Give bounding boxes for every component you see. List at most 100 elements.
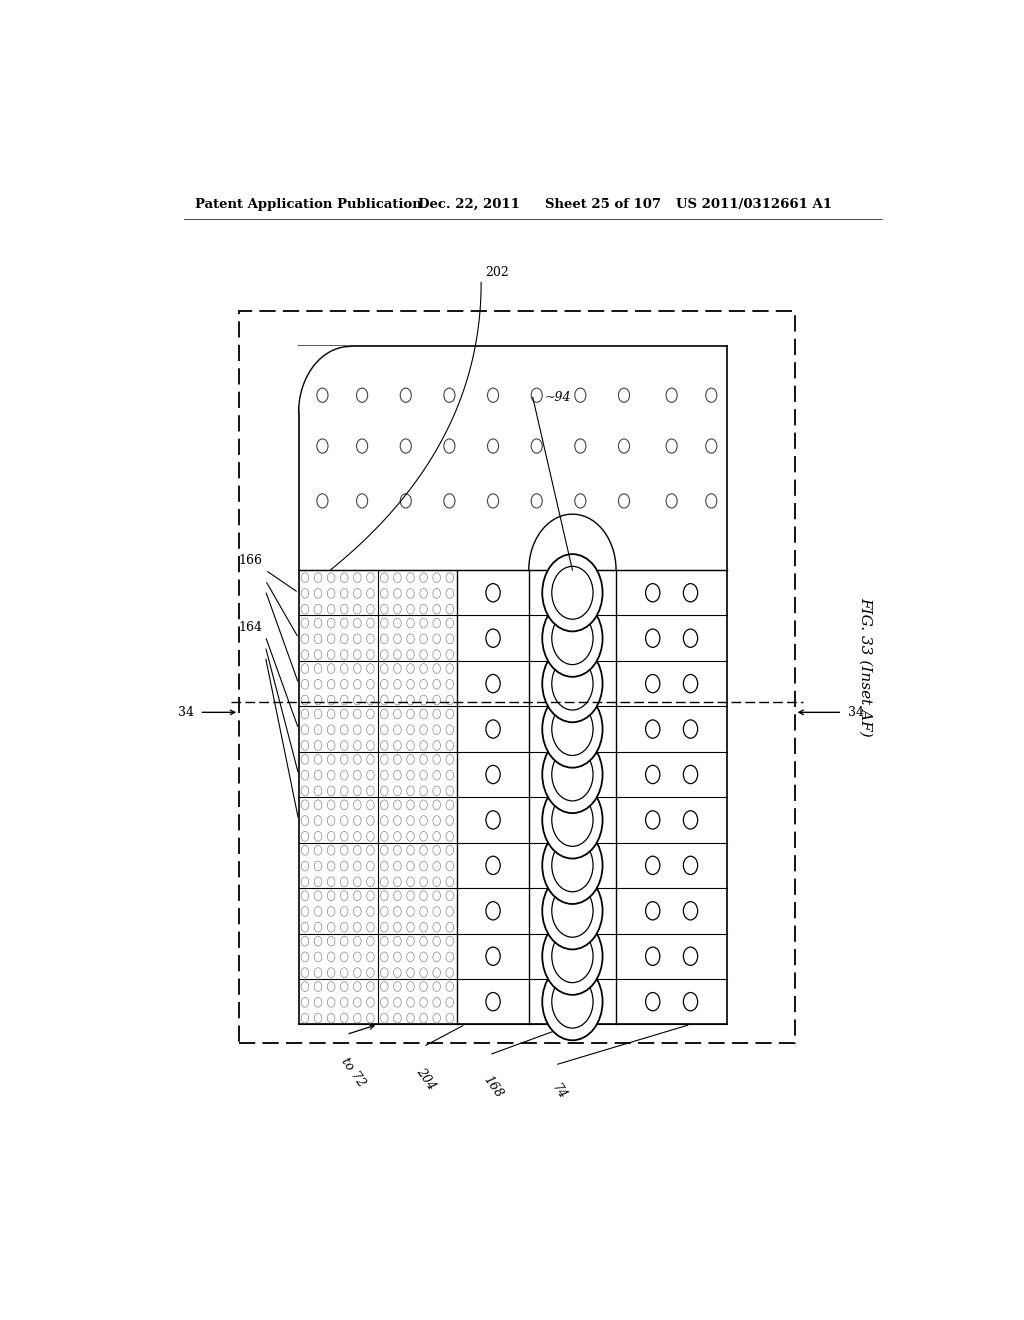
Circle shape: [645, 675, 659, 693]
Circle shape: [683, 675, 697, 693]
Circle shape: [381, 785, 388, 796]
Circle shape: [314, 982, 322, 991]
Circle shape: [381, 618, 388, 628]
Circle shape: [314, 741, 322, 750]
Circle shape: [433, 573, 440, 582]
Circle shape: [353, 998, 361, 1007]
Circle shape: [407, 771, 415, 780]
Polygon shape: [299, 346, 350, 412]
Circle shape: [314, 952, 322, 962]
Circle shape: [367, 618, 374, 628]
Circle shape: [486, 719, 500, 738]
Circle shape: [314, 936, 322, 946]
Circle shape: [367, 861, 374, 871]
Circle shape: [367, 696, 374, 705]
Circle shape: [328, 741, 335, 750]
Circle shape: [420, 861, 427, 871]
Circle shape: [487, 494, 499, 508]
Circle shape: [433, 891, 440, 900]
Circle shape: [645, 583, 659, 602]
Circle shape: [574, 440, 586, 453]
Circle shape: [381, 952, 388, 962]
Circle shape: [407, 573, 415, 582]
Circle shape: [301, 832, 309, 841]
Circle shape: [618, 494, 630, 508]
Circle shape: [316, 494, 328, 508]
Circle shape: [353, 907, 361, 916]
Circle shape: [645, 810, 659, 829]
Circle shape: [328, 755, 335, 764]
Circle shape: [367, 923, 374, 932]
Circle shape: [328, 664, 335, 673]
Circle shape: [433, 800, 440, 809]
Circle shape: [340, 832, 348, 841]
Circle shape: [381, 605, 388, 614]
Circle shape: [552, 975, 593, 1028]
Circle shape: [420, 982, 427, 991]
Circle shape: [353, 649, 361, 660]
Circle shape: [683, 810, 697, 829]
Circle shape: [367, 891, 374, 900]
Circle shape: [381, 982, 388, 991]
Circle shape: [353, 725, 361, 735]
Circle shape: [328, 771, 335, 780]
Circle shape: [301, 936, 309, 946]
Text: Sheet 25 of 107: Sheet 25 of 107: [545, 198, 660, 211]
Circle shape: [420, 845, 427, 855]
Circle shape: [328, 785, 335, 796]
Circle shape: [353, 605, 361, 614]
Circle shape: [420, 936, 427, 946]
Circle shape: [446, 573, 454, 582]
Text: 168: 168: [481, 1073, 506, 1101]
Circle shape: [446, 696, 454, 705]
Text: 166: 166: [239, 554, 263, 568]
Circle shape: [314, 845, 322, 855]
Circle shape: [543, 781, 602, 858]
Circle shape: [666, 494, 677, 508]
Circle shape: [301, 968, 309, 978]
Circle shape: [340, 845, 348, 855]
Circle shape: [407, 755, 415, 764]
Circle shape: [353, 1014, 361, 1023]
Text: to 72: to 72: [338, 1055, 368, 1089]
Circle shape: [340, 755, 348, 764]
Circle shape: [446, 1014, 454, 1023]
Circle shape: [407, 832, 415, 841]
Text: Patent Application Publication: Patent Application Publication: [196, 198, 422, 211]
Circle shape: [420, 709, 427, 719]
Circle shape: [381, 845, 388, 855]
Circle shape: [407, 968, 415, 978]
Circle shape: [393, 998, 401, 1007]
Circle shape: [328, 816, 335, 825]
Circle shape: [393, 634, 401, 644]
Circle shape: [367, 725, 374, 735]
Circle shape: [618, 440, 630, 453]
Bar: [240, 312, 795, 1043]
Circle shape: [301, 861, 309, 871]
Circle shape: [340, 998, 348, 1007]
Circle shape: [301, 709, 309, 719]
Circle shape: [487, 388, 499, 403]
Circle shape: [443, 388, 455, 403]
Circle shape: [446, 923, 454, 932]
Circle shape: [407, 845, 415, 855]
Circle shape: [433, 709, 440, 719]
Circle shape: [433, 649, 440, 660]
Circle shape: [328, 1014, 335, 1023]
Circle shape: [381, 907, 388, 916]
Circle shape: [420, 605, 427, 614]
Circle shape: [328, 907, 335, 916]
Circle shape: [407, 785, 415, 796]
Circle shape: [407, 861, 415, 871]
Circle shape: [301, 800, 309, 809]
Circle shape: [683, 902, 697, 920]
Circle shape: [353, 891, 361, 900]
Circle shape: [328, 618, 335, 628]
Circle shape: [353, 936, 361, 946]
Circle shape: [407, 618, 415, 628]
Circle shape: [367, 755, 374, 764]
Text: ~94: ~94: [545, 391, 571, 404]
Circle shape: [314, 664, 322, 673]
Circle shape: [420, 800, 427, 809]
Text: 34: 34: [848, 706, 864, 719]
